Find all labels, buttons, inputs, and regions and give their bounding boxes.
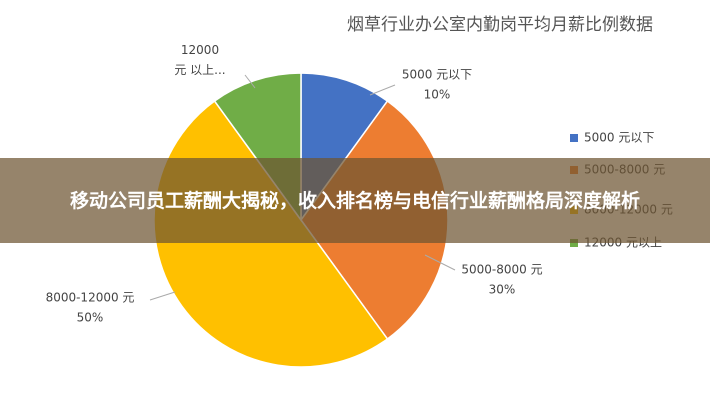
legend-label: 5000 元以下 bbox=[584, 131, 654, 145]
slice-label: 12000 元 以上... bbox=[174, 43, 225, 77]
value-label: 50% bbox=[77, 311, 104, 325]
value-label: 10% bbox=[424, 88, 451, 102]
legend-swatch bbox=[570, 134, 578, 142]
chart-title: 烟草行业办公室内勤岗平均月薪比例数据 bbox=[347, 15, 653, 35]
leader-line bbox=[149, 291, 176, 301]
leader-line bbox=[424, 254, 456, 271]
slice-label: 8000-12000 元 bbox=[46, 291, 135, 305]
value-label: 30% bbox=[489, 283, 516, 297]
leader-line bbox=[244, 74, 256, 89]
leader-line bbox=[369, 84, 396, 96]
banner-title: 移动公司员工薪酬大揭秘，收入排名榜与电信行业薪酬格局深度解析 bbox=[69, 189, 640, 212]
banner: 移动公司员工薪酬大揭秘，收入排名榜与电信行业薪酬格局深度解析 bbox=[0, 158, 710, 243]
slice-label: 5000-8000 元 bbox=[461, 263, 542, 277]
slice-label: 5000 元以下 bbox=[402, 68, 472, 82]
legend-swatch bbox=[570, 239, 578, 247]
